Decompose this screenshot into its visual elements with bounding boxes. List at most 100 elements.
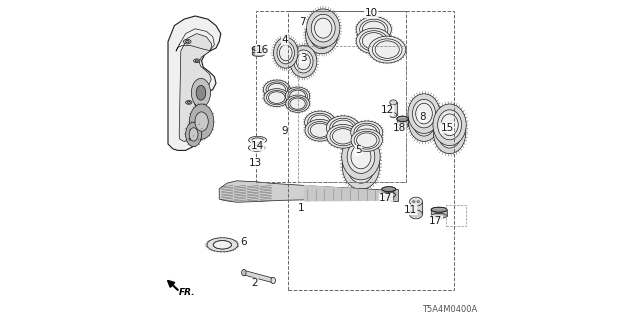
Ellipse shape xyxy=(442,124,458,144)
Ellipse shape xyxy=(271,277,275,284)
Ellipse shape xyxy=(310,115,330,130)
Ellipse shape xyxy=(431,213,447,219)
Text: 5: 5 xyxy=(355,145,362,156)
Polygon shape xyxy=(219,181,390,202)
Ellipse shape xyxy=(269,92,285,103)
Text: 18: 18 xyxy=(393,123,406,133)
Ellipse shape xyxy=(342,145,380,189)
Ellipse shape xyxy=(381,192,396,197)
Ellipse shape xyxy=(362,21,385,38)
Ellipse shape xyxy=(356,28,392,54)
Ellipse shape xyxy=(375,41,399,58)
Ellipse shape xyxy=(308,122,332,139)
Ellipse shape xyxy=(252,46,265,51)
Ellipse shape xyxy=(268,83,285,96)
Ellipse shape xyxy=(285,87,310,105)
Ellipse shape xyxy=(288,97,307,111)
Ellipse shape xyxy=(314,18,332,38)
Text: T5A4M0400A: T5A4M0400A xyxy=(422,305,477,314)
Ellipse shape xyxy=(274,37,298,68)
Ellipse shape xyxy=(381,187,396,191)
Ellipse shape xyxy=(290,98,305,109)
Ellipse shape xyxy=(408,94,440,133)
Ellipse shape xyxy=(305,111,335,133)
Ellipse shape xyxy=(351,121,383,144)
Ellipse shape xyxy=(252,146,262,150)
Ellipse shape xyxy=(249,136,267,144)
Ellipse shape xyxy=(332,120,354,136)
Text: 9: 9 xyxy=(282,126,288,136)
Text: 6: 6 xyxy=(240,236,246,247)
Ellipse shape xyxy=(294,50,313,73)
Ellipse shape xyxy=(351,156,371,179)
Ellipse shape xyxy=(351,145,371,169)
Ellipse shape xyxy=(347,140,375,173)
Ellipse shape xyxy=(277,42,294,64)
Ellipse shape xyxy=(362,33,385,49)
Ellipse shape xyxy=(186,100,192,104)
Polygon shape xyxy=(179,34,212,141)
Ellipse shape xyxy=(186,122,202,147)
Ellipse shape xyxy=(356,125,377,140)
Ellipse shape xyxy=(252,52,265,56)
Text: 16: 16 xyxy=(256,44,269,55)
Text: 13: 13 xyxy=(249,158,262,168)
Text: 10: 10 xyxy=(365,8,378,18)
Ellipse shape xyxy=(410,210,422,219)
Ellipse shape xyxy=(356,133,377,148)
Ellipse shape xyxy=(286,95,310,112)
Ellipse shape xyxy=(410,197,422,206)
Text: 4: 4 xyxy=(282,35,288,45)
Text: 3: 3 xyxy=(300,52,307,63)
Ellipse shape xyxy=(264,80,291,99)
Ellipse shape xyxy=(189,138,192,140)
Ellipse shape xyxy=(369,36,406,63)
Ellipse shape xyxy=(397,123,408,128)
Ellipse shape xyxy=(326,116,360,140)
Polygon shape xyxy=(243,270,274,283)
Ellipse shape xyxy=(191,78,211,107)
Ellipse shape xyxy=(434,114,466,154)
Ellipse shape xyxy=(311,14,335,42)
Text: 11: 11 xyxy=(404,204,417,215)
Ellipse shape xyxy=(417,201,420,203)
Polygon shape xyxy=(168,16,221,150)
Ellipse shape xyxy=(308,113,332,131)
Ellipse shape xyxy=(351,129,383,151)
Text: 17: 17 xyxy=(380,193,392,204)
Text: 1: 1 xyxy=(298,203,304,213)
Ellipse shape xyxy=(441,114,458,136)
Text: 17: 17 xyxy=(429,216,442,226)
Ellipse shape xyxy=(189,104,214,139)
Ellipse shape xyxy=(416,112,432,132)
Ellipse shape xyxy=(214,241,232,249)
Ellipse shape xyxy=(390,100,397,105)
Ellipse shape xyxy=(242,269,246,276)
Ellipse shape xyxy=(332,129,354,144)
Text: 8: 8 xyxy=(419,112,426,122)
Ellipse shape xyxy=(288,89,307,103)
Ellipse shape xyxy=(433,104,466,146)
Ellipse shape xyxy=(360,19,388,40)
Ellipse shape xyxy=(413,201,415,203)
Ellipse shape xyxy=(194,59,200,63)
Ellipse shape xyxy=(416,103,433,124)
Ellipse shape xyxy=(188,101,191,103)
Text: 15: 15 xyxy=(440,123,454,133)
Ellipse shape xyxy=(310,123,330,137)
Ellipse shape xyxy=(314,26,330,45)
Ellipse shape xyxy=(183,39,191,44)
Ellipse shape xyxy=(397,116,408,122)
Ellipse shape xyxy=(388,189,394,201)
Ellipse shape xyxy=(196,85,206,100)
Ellipse shape xyxy=(326,124,360,148)
Ellipse shape xyxy=(348,151,374,183)
Ellipse shape xyxy=(290,90,305,102)
Ellipse shape xyxy=(186,40,189,43)
Ellipse shape xyxy=(354,123,380,142)
Ellipse shape xyxy=(195,112,208,131)
Ellipse shape xyxy=(390,113,397,118)
Ellipse shape xyxy=(354,131,380,149)
Ellipse shape xyxy=(252,138,264,142)
Ellipse shape xyxy=(188,138,193,141)
